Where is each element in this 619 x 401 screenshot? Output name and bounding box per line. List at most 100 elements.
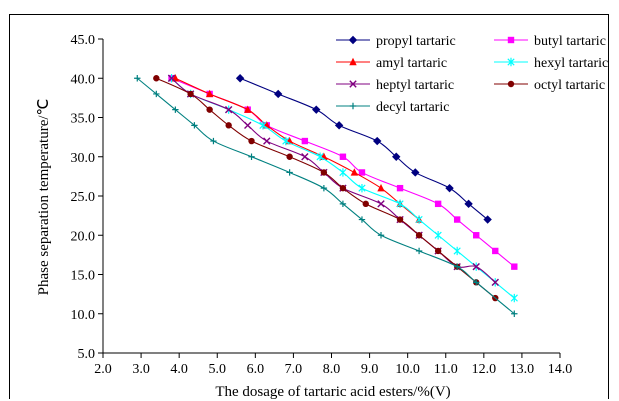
data-point-hexyl-tartaric [282, 136, 290, 146]
x-tick-label: 8.0 [323, 362, 341, 377]
x-tick-label: 7.0 [285, 362, 303, 377]
legend-marker-amyl-tartaric [349, 57, 357, 66]
data-point-octyl-tartaric [396, 216, 404, 223]
legend-marker-butyl-tartaric [507, 36, 515, 44]
legend-item-decyl-tartaric: decyl tartaric [336, 100, 449, 115]
data-point-decyl-tartaric [377, 232, 385, 239]
x-tick-label: 12.0 [472, 362, 497, 377]
y-tick-label: 40.0 [71, 72, 96, 87]
data-point-butyl-tartaric [301, 137, 309, 145]
data-point-decyl-tartaric [453, 263, 461, 270]
legend-marker-propyl-tartaric [348, 35, 358, 45]
data-point-octyl-tartaric [434, 247, 442, 255]
legend-marker-octyl-tartaric [507, 80, 515, 88]
data-point-butyl-tartaric [492, 247, 499, 255]
data-point-decyl-tartaric [511, 310, 518, 317]
data-point-propyl-tartaric [445, 183, 454, 193]
data-point-heptyl-tartaric [301, 153, 309, 161]
data-point-octyl-tartaric [225, 122, 232, 129]
y-tick-label: 30.0 [71, 151, 96, 166]
x-tick-label: 4.0 [170, 362, 188, 377]
data-point-decyl-tartaric [172, 106, 179, 113]
data-point-butyl-tartaric [358, 169, 366, 176]
data-point-butyl-tartaric [473, 232, 480, 239]
data-point-octyl-tartaric [187, 90, 194, 98]
data-point-octyl-tartaric [153, 75, 160, 82]
chart-frame [9, 14, 609, 399]
legend-item-heptyl-tartaric: heptyl tartaric [336, 78, 454, 93]
data-point-propyl-tartaric [312, 105, 321, 114]
data-point-propyl-tartaric [373, 136, 382, 146]
data-point-butyl-tartaric [453, 216, 461, 223]
x-tick-label: 6.0 [247, 362, 265, 377]
data-point-octyl-tartaric [248, 137, 255, 145]
data-point-decyl-tartaric [248, 153, 255, 160]
data-point-propyl-tartaric [392, 152, 401, 161]
data-point-decyl-tartaric [134, 75, 141, 82]
y-tick-label: 20.0 [71, 229, 96, 244]
data-point-octyl-tartaric [320, 169, 328, 176]
legend-marker-heptyl-tartaric [349, 80, 357, 88]
data-point-decyl-tartaric [210, 137, 217, 145]
legend-marker-decyl-tartaric [349, 102, 357, 110]
data-point-octyl-tartaric [339, 184, 347, 192]
legend-item-amyl-tartaric: amyl tartaric [336, 56, 447, 71]
y-tick-label: 35.0 [71, 112, 96, 127]
legend-item-butyl-tartaric: butyl tartaric [494, 34, 606, 49]
legend-label-amyl-tartaric: amyl tartaric [376, 56, 447, 71]
data-point-amyl-tartaric [205, 89, 214, 98]
data-point-hexyl-tartaric [434, 231, 442, 240]
legend: propyl tartaric butyl tartaric amyl tartar… [336, 34, 608, 115]
data-point-hexyl-tartaric [415, 215, 423, 224]
series-octyl-tartaric [153, 75, 499, 302]
y-tick-label: 25.0 [71, 190, 96, 205]
x-axis-label: The dosage of tartaric acid esters/%(V) [215, 384, 450, 400]
series-propyl-tartaric [235, 74, 492, 224]
data-point-decyl-tartaric [473, 279, 480, 286]
data-point-heptyl-tartaric [491, 278, 499, 287]
data-point-octyl-tartaric [286, 153, 293, 160]
data-point-decyl-tartaric [286, 169, 293, 176]
data-point-hexyl-tartaric [259, 121, 267, 130]
data-point-decyl-tartaric [191, 122, 198, 129]
x-tick-label: 11.0 [434, 362, 458, 377]
data-point-octyl-tartaric [362, 200, 369, 208]
data-point-propyl-tartaric [464, 199, 473, 209]
data-point-hexyl-tartaric [339, 168, 347, 177]
data-point-heptyl-tartaric [224, 105, 233, 114]
series-layer [134, 74, 518, 317]
x-tick-label: 13.0 [510, 362, 535, 377]
series-line-propyl-tartaric [239, 77, 488, 220]
x-tick-label: 2.0 [94, 362, 112, 377]
series-decyl-tartaric [134, 75, 518, 317]
data-point-heptyl-tartaric [244, 121, 252, 130]
series-amyl-tartaric [171, 74, 423, 223]
data-point-decyl-tartaric [358, 216, 366, 223]
data-point-heptyl-tartaric [167, 74, 176, 82]
data-point-propyl-tartaric [235, 74, 245, 83]
data-point-octyl-tartaric [415, 232, 423, 239]
y-tick-label: 15.0 [71, 269, 96, 284]
data-point-propyl-tartaric [483, 215, 492, 224]
legend-label-octyl-tartaric: octyl tartaric [534, 78, 605, 93]
legend-item-propyl-tartaric: propyl tartaric [336, 34, 456, 49]
data-point-decyl-tartaric [415, 247, 423, 255]
data-point-heptyl-tartaric [263, 137, 271, 145]
legend-label-decyl-tartaric: decyl tartaric [376, 100, 449, 115]
y-tick-label: 10.0 [71, 308, 96, 323]
data-point-hexyl-tartaric [358, 183, 366, 193]
data-point-hexyl-tartaric [316, 152, 324, 161]
data-point-butyl-tartaric [434, 200, 442, 208]
data-point-amyl-tartaric [350, 168, 359, 176]
series-line-amyl-tartaric [175, 77, 420, 220]
legend-label-propyl-tartaric: propyl tartaric [376, 34, 456, 49]
x-tick-label: 3.0 [132, 362, 150, 377]
data-point-hexyl-tartaric [396, 199, 404, 209]
data-point-octyl-tartaric [206, 106, 213, 113]
data-point-butyl-tartaric [339, 153, 347, 160]
y-tick-label: 45.0 [71, 33, 96, 48]
y-axis-label: Phase separation temperature/℃ [36, 99, 52, 296]
data-point-propyl-tartaric [411, 168, 420, 177]
data-point-decyl-tartaric [153, 90, 160, 98]
